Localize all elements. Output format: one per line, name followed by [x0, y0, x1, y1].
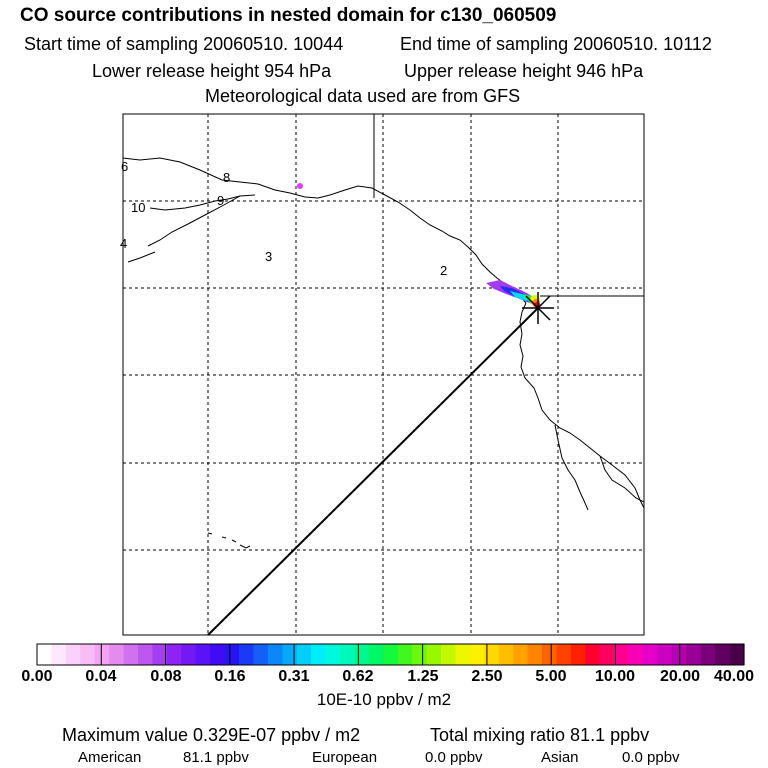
colorbar-tick-label: 1.25 [407, 668, 439, 685]
trajectory-label: 8 [223, 170, 230, 185]
met-note: Meteorological data used are from GFS [205, 86, 521, 106]
region-value: 81.1 ppbv [183, 749, 249, 766]
release-lower: Lower release height 954 hPa [92, 61, 332, 81]
colorbar-swatch [455, 644, 471, 665]
colorbar-swatch [643, 644, 659, 665]
trajectory-label: 4 [120, 236, 127, 251]
colorbar-swatch [181, 644, 197, 665]
colorbar-swatch [325, 644, 341, 665]
page-title: CO source contributions in nested domain… [20, 5, 557, 26]
colorbar-swatch [585, 644, 601, 665]
colorbar-units: 10E-10 ppbv / m2 [316, 690, 452, 709]
total-mixing-ratio: Total mixing ratio 81.1 ppbv [430, 725, 650, 745]
colorbar-swatch [65, 644, 81, 665]
coastlines [123, 114, 644, 549]
colorbar-tick-label: 0.62 [342, 668, 374, 685]
colorbar-swatch [614, 644, 630, 665]
trajectory-label: 6 [121, 159, 128, 174]
colorbar-swatch [599, 644, 615, 665]
colorbar-swatch [123, 644, 139, 665]
colorbar-swatch [368, 644, 384, 665]
colorbar-swatch [195, 644, 211, 665]
region-name: Asian [541, 749, 579, 766]
colorbar-tick-label: 2.50 [471, 668, 503, 685]
region-name: European [312, 749, 378, 766]
colorbar-tick-label: 10.00 [594, 668, 636, 685]
colorbar-swatch [37, 644, 53, 665]
sampling-start: Start time of sampling 20060510. 10044 [24, 34, 344, 54]
region-name: American [78, 749, 142, 766]
colorbar-swatch [686, 644, 702, 665]
colorbar-swatch [253, 644, 269, 665]
colorbar-swatch [296, 644, 312, 665]
colorbar-swatch [51, 644, 67, 665]
colorbar-swatch [498, 644, 514, 665]
colorbar-tick-label: 40.00 [713, 668, 755, 685]
region-value: 0.0 ppbv [425, 749, 483, 766]
colorbar-swatch [354, 644, 370, 665]
colorbar-tick-label: 20.00 [659, 668, 701, 685]
colorbar-tick-label: 0.31 [278, 668, 310, 685]
colorbar [36, 643, 745, 666]
colorbar-tick-label: 0.00 [21, 668, 53, 685]
trajectory-label: 3 [265, 249, 272, 264]
map-frame [122, 113, 645, 636]
trajectory-label: 2 [440, 263, 447, 278]
colorbar-swatch [311, 644, 327, 665]
colorbar-swatch [210, 644, 226, 665]
colorbar-swatch [340, 644, 356, 665]
colorbar-swatch [556, 644, 572, 665]
colorbar-swatch [138, 644, 154, 665]
colorbar-tick-label: 5.00 [535, 668, 567, 685]
sampling-end: End time of sampling 20060510. 10112 [400, 34, 712, 54]
colorbar-swatch [700, 644, 716, 665]
colorbar-swatch [542, 644, 558, 665]
colorbar-swatch [282, 644, 298, 665]
colorbar-swatch [513, 644, 529, 665]
colorbar-swatch [397, 644, 413, 665]
colorbar-swatch [383, 644, 399, 665]
region-value: 0.0 ppbv [622, 749, 680, 766]
colorbar-swatch [729, 644, 745, 665]
lat-lon-grid [123, 114, 644, 635]
colorbar-swatch [715, 644, 731, 665]
receptor-marker [522, 292, 554, 324]
colorbar-swatch [628, 644, 644, 665]
colorbar-swatch [166, 644, 182, 665]
colorbar-swatch [527, 644, 543, 665]
colorbar-swatch [267, 644, 283, 665]
colorbar-tick-label: 0.16 [214, 668, 246, 685]
release-upper: Upper release height 946 hPa [404, 61, 644, 81]
maximum-value: Maximum value 0.329E-07 ppbv / m2 [62, 725, 361, 745]
colorbar-swatch [657, 644, 673, 665]
colorbar-frame [36, 643, 745, 666]
colorbar-swatch [109, 644, 125, 665]
trajectory-line [207, 307, 539, 636]
colorbar-swatch [426, 644, 442, 665]
trajectory-label: 9 [217, 193, 224, 208]
colorbar-tick-label: 0.08 [150, 668, 182, 685]
trajectory-label: 10 [131, 200, 145, 215]
colorbar-swatch [152, 644, 168, 665]
colorbar-swatch [412, 644, 428, 665]
colorbar-swatch [469, 644, 485, 665]
colorbar-swatch [570, 644, 586, 665]
contribution-plume [297, 183, 541, 308]
colorbar-swatch [94, 644, 110, 665]
colorbar-swatch [224, 644, 240, 665]
colorbar-tick-label: 0.04 [85, 668, 117, 685]
colorbar-swatch [80, 644, 96, 665]
colorbar-swatch [484, 644, 500, 665]
colorbar-swatch [239, 644, 255, 665]
colorbar-swatch [441, 644, 457, 665]
